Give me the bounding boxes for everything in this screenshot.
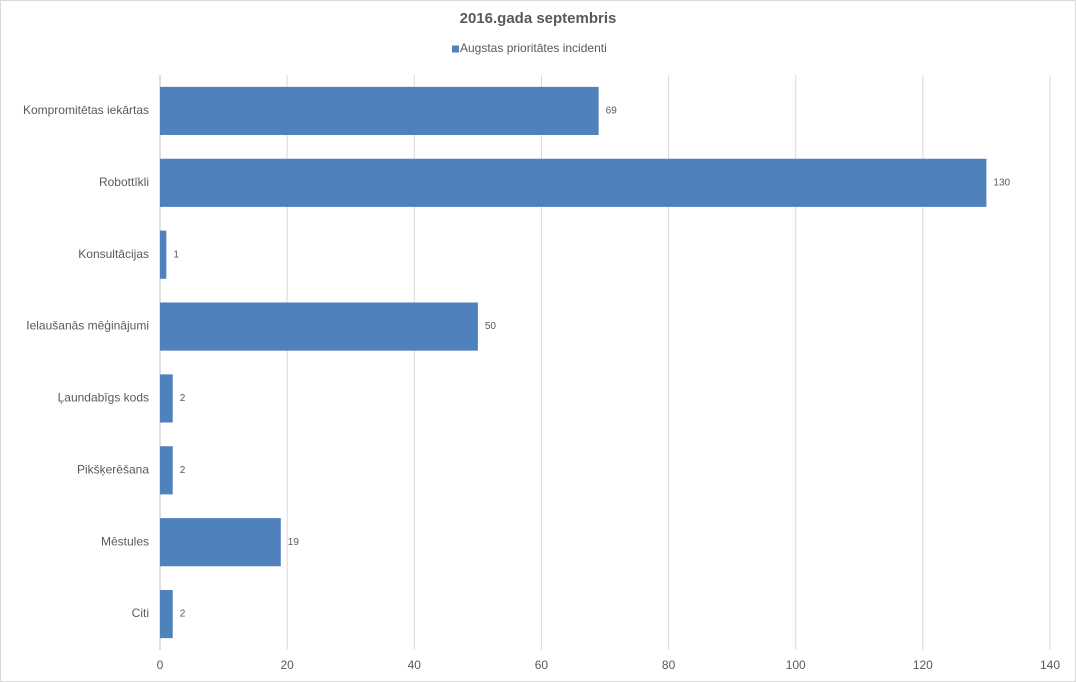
bar [160,518,281,567]
x-tick-label: 100 [786,658,806,672]
bar [160,589,173,639]
bar [160,374,173,423]
y-tick-label: Robottīkli [99,175,149,189]
data-label: 69 [606,106,618,117]
y-tick-label: Kompromitētas iekārtas [23,103,149,117]
x-tick-label: 0 [157,658,164,672]
y-tick-label: Ielaušanās mēģinājumi [26,319,149,333]
bar [160,230,167,279]
bar [160,302,478,351]
x-tick-label: 140 [1040,658,1060,672]
x-tick-label: 80 [662,658,676,672]
bar [160,86,599,136]
legend-swatch [452,45,459,53]
data-label: 50 [485,321,497,332]
y-tick-label: Ļaundabīgs kods [58,391,149,405]
y-tick-label: Konsultācijas [78,247,149,261]
data-label: 19 [288,537,300,548]
chart-title: 2016.gada septembris [460,10,617,27]
data-label: 1 [173,249,179,260]
legend-label: Augstas prioritātes incidenti [460,41,607,55]
y-tick-label: Citi [132,606,149,620]
data-label: 130 [993,177,1010,188]
x-tick-label: 60 [535,658,549,672]
y-tick-label: Mēstules [101,534,149,548]
x-tick-label: 120 [913,658,933,672]
x-tick-label: 20 [280,658,294,672]
data-label: 2 [180,393,186,404]
bar [160,446,173,495]
data-label: 2 [180,465,186,476]
x-tick-label: 40 [408,658,422,672]
y-tick-label: Pikšķerēšana [77,462,149,476]
data-label: 2 [180,609,186,620]
bar [160,158,987,207]
